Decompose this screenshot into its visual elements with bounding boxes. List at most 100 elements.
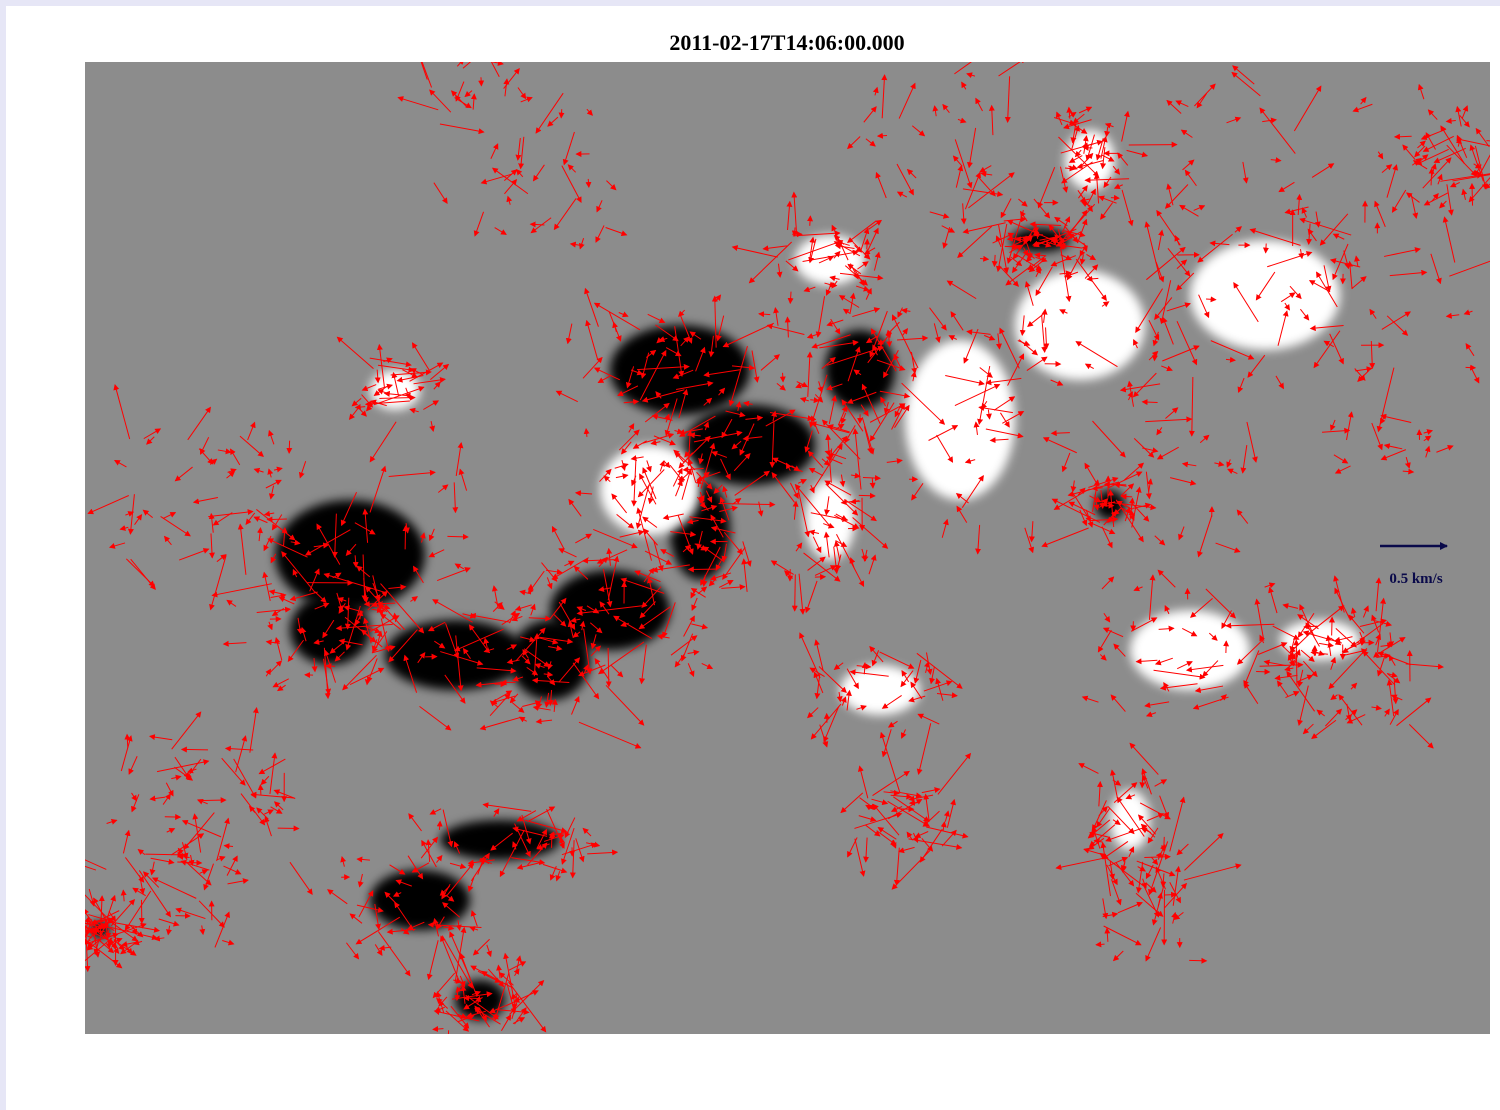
velocity-arrow bbox=[67, 906, 85, 921]
velocity-arrow bbox=[1197, 515, 1213, 558]
velocity-arrow bbox=[128, 756, 138, 775]
velocity-arrow bbox=[1079, 509, 1088, 527]
velocity-arrow bbox=[1184, 833, 1224, 871]
velocity-arrow bbox=[936, 692, 958, 699]
velocity-arrow bbox=[1302, 723, 1314, 735]
velocity-arrow bbox=[216, 817, 230, 862]
velocity-arrow bbox=[1184, 169, 1197, 187]
velocity-arrow bbox=[512, 675, 524, 682]
velocity-arrow bbox=[620, 577, 665, 594]
velocity-arrow bbox=[703, 421, 710, 431]
velocity-arrow bbox=[902, 328, 909, 336]
velocity-arrow bbox=[528, 615, 552, 622]
velocity-arrow bbox=[1445, 117, 1456, 124]
velocity-arrow bbox=[844, 499, 877, 522]
velocity-arrow bbox=[86, 927, 97, 934]
velocity-arrow bbox=[1354, 255, 1360, 267]
velocity-arrow bbox=[664, 398, 678, 437]
velocity-arrow bbox=[362, 578, 369, 604]
velocity-arrow bbox=[457, 1013, 468, 1019]
velocity-arrow bbox=[613, 615, 653, 640]
velocity-arrow bbox=[325, 663, 336, 670]
velocity-arrow bbox=[273, 801, 284, 811]
velocity-arrow bbox=[983, 334, 996, 341]
velocity-arrow bbox=[689, 331, 702, 340]
velocity-arrow bbox=[500, 1014, 512, 1032]
velocity-arrow bbox=[933, 323, 941, 343]
velocity-arrow bbox=[734, 470, 770, 496]
velocity-arrow bbox=[975, 97, 983, 112]
velocity-arrow bbox=[991, 254, 998, 268]
velocity-arrow bbox=[641, 586, 662, 609]
velocity-arrow bbox=[551, 525, 565, 550]
velocity-arrow bbox=[785, 260, 799, 272]
velocity-arrow bbox=[149, 795, 166, 802]
velocity-arrow bbox=[327, 889, 348, 905]
velocity-arrow bbox=[824, 496, 830, 516]
velocity-arrow bbox=[1461, 105, 1469, 119]
velocity-arrow bbox=[120, 735, 133, 772]
velocity-arrow bbox=[1060, 139, 1104, 154]
velocity-arrow bbox=[380, 613, 402, 630]
velocity-arrow bbox=[558, 109, 565, 119]
velocity-arrow bbox=[985, 377, 1022, 386]
velocity-arrow bbox=[1121, 110, 1130, 142]
velocity-arrow bbox=[515, 168, 524, 178]
velocity-arrow bbox=[208, 533, 215, 559]
velocity-arrow bbox=[595, 225, 605, 243]
velocity-arrow bbox=[1286, 670, 1315, 712]
velocity-arrow bbox=[1289, 285, 1302, 300]
velocity-arrow bbox=[810, 703, 842, 740]
velocity-arrow bbox=[849, 669, 889, 677]
velocity-arrow bbox=[493, 972, 510, 1021]
velocity-arrow bbox=[708, 335, 715, 358]
velocity-arrow bbox=[1061, 452, 1071, 473]
velocity-arrow bbox=[1338, 694, 1363, 726]
velocity-arrow bbox=[896, 163, 914, 196]
velocity-arrow bbox=[721, 584, 746, 591]
velocity-arrow bbox=[1053, 117, 1076, 126]
velocity-arrow bbox=[553, 198, 577, 231]
velocity-arrow bbox=[1264, 582, 1276, 589]
velocity-arrow bbox=[1296, 193, 1303, 215]
velocity-arrow bbox=[638, 606, 671, 630]
velocity-arrow bbox=[1007, 353, 1025, 386]
velocity-arrow bbox=[90, 910, 120, 925]
velocity-arrow bbox=[349, 913, 363, 924]
velocity-arrow bbox=[814, 673, 821, 700]
velocity-arrow bbox=[849, 292, 856, 313]
velocity-arrow bbox=[1452, 174, 1490, 182]
velocity-arrow bbox=[85, 916, 91, 928]
velocity-arrow bbox=[856, 704, 867, 711]
velocity-arrow bbox=[108, 911, 117, 922]
velocity-arrow bbox=[691, 597, 698, 611]
velocity-arrow bbox=[1333, 575, 1345, 613]
velocity-arrow bbox=[875, 171, 887, 199]
velocity-arrow bbox=[593, 367, 621, 381]
velocity-arrow bbox=[539, 637, 559, 645]
velocity-arrow bbox=[506, 644, 518, 651]
velocity-arrow bbox=[641, 389, 685, 403]
velocity-arrow bbox=[469, 926, 479, 932]
velocity-arrow bbox=[940, 821, 947, 831]
velocity-arrow bbox=[926, 826, 969, 839]
velocity-arrow bbox=[836, 691, 843, 703]
velocity-arrow bbox=[632, 440, 647, 449]
velocity-arrow bbox=[1380, 449, 1407, 461]
velocity-arrow bbox=[1242, 161, 1249, 184]
velocity-arrow bbox=[1182, 159, 1195, 171]
velocity-arrow bbox=[901, 670, 910, 683]
velocity-arrow bbox=[1494, 159, 1496, 169]
velocity-arrow bbox=[85, 936, 86, 937]
velocity-arrow bbox=[354, 522, 376, 535]
velocity-arrow bbox=[400, 928, 410, 935]
negative-polarity bbox=[290, 595, 370, 665]
velocity-arrow bbox=[821, 357, 836, 370]
velocity-arrow bbox=[789, 482, 799, 499]
velocity-arrow bbox=[1255, 271, 1276, 301]
velocity-arrow bbox=[1311, 644, 1318, 656]
velocity-arrow bbox=[345, 543, 357, 556]
velocity-arrow bbox=[721, 418, 733, 439]
velocity-arrow bbox=[439, 123, 485, 135]
